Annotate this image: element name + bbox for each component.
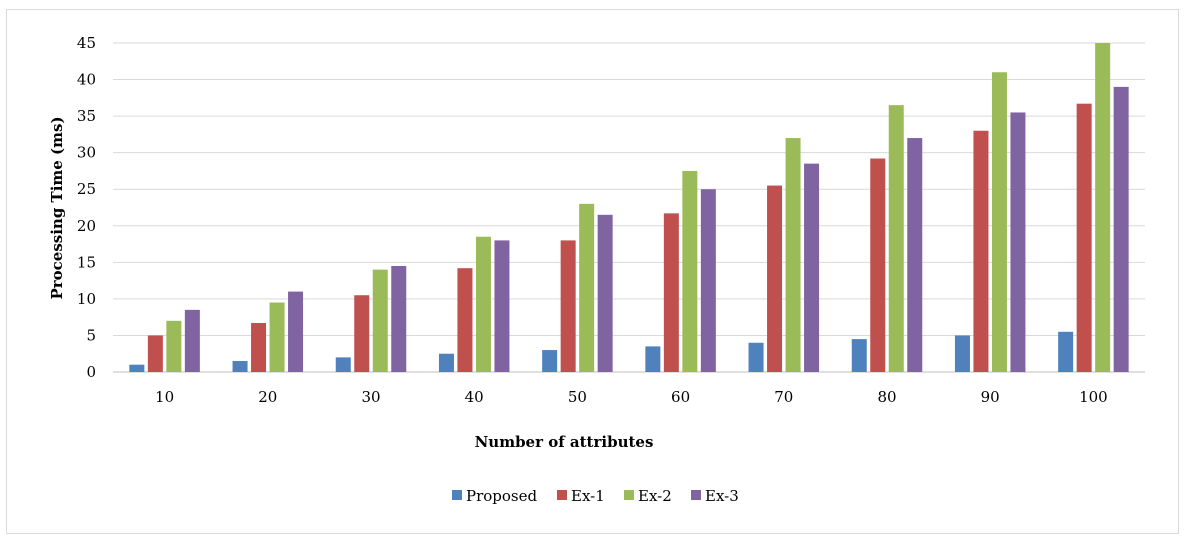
bar-ex-2-10	[166, 320, 182, 372]
y-tick-label: 35	[77, 107, 96, 125]
bar-ex-1-70	[767, 185, 783, 372]
x-tick-label: 90	[981, 388, 1000, 406]
x-tick-label: 80	[877, 388, 896, 406]
bar-ex-3-10	[184, 309, 200, 372]
bar-ex-2-90	[991, 72, 1007, 372]
y-tick-label: 5	[86, 326, 96, 344]
bar-ex-2-100	[1095, 43, 1111, 372]
legend-label: Proposed	[466, 487, 538, 505]
bar-ex-3-30	[391, 265, 407, 372]
bar-proposed-10	[129, 364, 145, 372]
x-tick-label: 100	[1079, 388, 1108, 406]
bar-proposed-40	[438, 353, 454, 372]
legend-label: Ex-3	[705, 487, 739, 505]
bar-proposed-100	[1058, 331, 1074, 372]
y-tick-label: 0	[86, 363, 96, 381]
y-tick-label: 20	[77, 217, 96, 235]
bar-ex-2-80	[888, 105, 904, 373]
bar-ex-1-50	[560, 240, 576, 372]
x-tick-label: 30	[361, 388, 380, 406]
y-tick-label: 15	[77, 253, 96, 271]
bar-ex-3-60	[700, 189, 716, 372]
x-tick-label: 60	[671, 388, 690, 406]
bar-proposed-90	[954, 335, 970, 372]
bar-ex-3-80	[907, 138, 923, 372]
bar-ex-2-60	[682, 170, 698, 372]
bar-ex-1-40	[457, 268, 473, 372]
y-axis-ticks: 0 5 10 15 20 25 30 35 40 45	[77, 34, 96, 381]
bar-ex-3-90	[1010, 112, 1026, 372]
bar-ex-1-90	[973, 130, 989, 372]
y-tick-label: 10	[77, 290, 96, 308]
bar-proposed-70	[748, 342, 764, 372]
bar-proposed-20	[232, 361, 248, 372]
x-tick-label: 50	[568, 388, 587, 406]
y-tick-label: 25	[77, 180, 96, 198]
bar-ex-1-20	[251, 323, 267, 372]
x-tick-label: 10	[155, 388, 174, 406]
legend-swatch	[452, 490, 462, 500]
x-axis-title: Number of attributes	[475, 433, 654, 451]
x-tick-label: 70	[774, 388, 793, 406]
y-tick-label: 45	[77, 34, 96, 52]
bar-ex-2-50	[579, 203, 595, 372]
legend: Proposed Ex-1 Ex-2 Ex-3	[452, 487, 739, 505]
x-tick-label: 20	[258, 388, 277, 406]
bar-ex-3-100	[1113, 86, 1129, 372]
bar-ex-1-100	[1076, 103, 1092, 372]
legend-label: Ex-1	[571, 487, 605, 505]
bar-proposed-60	[645, 346, 661, 372]
bar-ex-1-60	[663, 213, 679, 372]
x-tick-label: 40	[465, 388, 484, 406]
legend-swatch	[691, 490, 701, 500]
bar-ex-3-50	[597, 214, 613, 372]
gridlines	[113, 42, 1145, 373]
bar-ex-2-30	[372, 269, 388, 372]
bar-ex-2-20	[269, 302, 285, 372]
legend-label: Ex-2	[638, 487, 672, 505]
bar-ex-2-70	[785, 138, 801, 372]
bar-ex-3-70	[804, 163, 820, 372]
legend-swatch	[624, 490, 634, 500]
bar-ex-1-30	[354, 295, 370, 372]
bar-ex-3-40	[494, 240, 510, 372]
bar-proposed-80	[851, 339, 867, 372]
bar-ex-3-20	[288, 291, 304, 372]
legend-swatch	[557, 490, 567, 500]
y-tick-label: 30	[77, 144, 96, 162]
x-axis-ticks: 10 20 30 40 50 60 70 80 90 100	[155, 388, 1108, 406]
y-tick-label: 40	[77, 71, 96, 89]
bar-ex-1-10	[147, 335, 163, 372]
bar-ex-1-80	[870, 158, 886, 372]
bar-ex-2-40	[475, 236, 491, 372]
y-axis-title: Processing Time (ms)	[48, 116, 66, 299]
bar-proposed-30	[335, 357, 351, 372]
bars	[129, 43, 1129, 373]
bar-proposed-50	[542, 350, 558, 372]
